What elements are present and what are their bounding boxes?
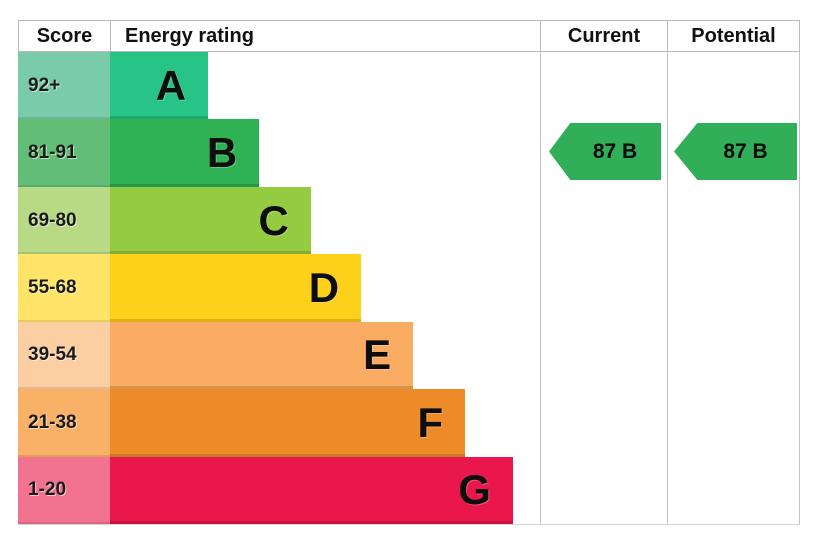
band-row-a: 92+ A — [18, 52, 540, 120]
rating-bar-a: A — [110, 52, 209, 120]
rating-bar-g: G — [110, 456, 513, 524]
header-score: Score — [18, 20, 110, 52]
potential-rating-arrow: 87 B — [674, 123, 797, 180]
band-row-b: 81-91 B — [18, 119, 540, 187]
bar-track-e: E — [110, 321, 540, 390]
rating-bar-d: D — [110, 254, 362, 322]
bar-track-b: B — [110, 119, 540, 187]
rating-letter-b: B — [206, 129, 238, 177]
rating-bar-f: F — [110, 389, 466, 457]
bar-track-g: G — [110, 456, 540, 524]
header-current: Current — [540, 20, 667, 52]
header-energy-rating-label: Energy rating — [125, 24, 254, 47]
epc-rating-chart: Score Energy rating Current Potential 92… — [18, 20, 800, 525]
header-potential-label: Potential — [691, 24, 776, 47]
score-range-a-label: 92+ — [28, 74, 61, 96]
header-energy-rating: Energy rating — [110, 20, 540, 52]
rating-letter-e: E — [363, 331, 392, 379]
score-range-e-label: 39-54 — [28, 344, 77, 366]
current-rating-value: 87 B — [592, 139, 638, 163]
score-range-f: 21-38 — [18, 389, 110, 457]
rating-letter-d: D — [308, 263, 340, 311]
score-range-e: 39-54 — [18, 321, 110, 390]
band-row-g: 1-20 G — [18, 456, 540, 524]
bar-track-d: D — [110, 254, 540, 322]
band-row-e: 39-54 E — [18, 321, 540, 390]
band-row-f: 21-38 F — [18, 389, 540, 457]
chart-header-row: Score Energy rating Current Potential — [18, 20, 800, 52]
score-range-g: 1-20 — [18, 456, 110, 524]
score-range-g-label: 1-20 — [28, 479, 67, 501]
current-column: 87 B — [540, 52, 667, 524]
chart-body: 92+ A 81-91 B — [18, 52, 800, 525]
score-range-b-label: 81-91 — [28, 142, 77, 164]
header-potential: Potential — [667, 20, 800, 52]
score-range-a: 92+ — [18, 52, 110, 120]
rating-letter-f: F — [417, 398, 444, 446]
rating-bar-b: B — [110, 119, 260, 187]
bands-column: 92+ A 81-91 B — [18, 52, 540, 524]
rating-letter-g: G — [458, 466, 491, 514]
score-range-d: 55-68 — [18, 254, 110, 322]
potential-rating-value: 87 B — [723, 139, 768, 163]
score-range-c-label: 69-80 — [28, 209, 77, 231]
header-score-label: Score — [36, 24, 93, 47]
rating-bar-e: E — [110, 321, 414, 390]
rating-letter-a: A — [155, 61, 187, 109]
current-rating-arrow: 87 B — [549, 123, 661, 180]
bar-track-a: A — [110, 52, 540, 120]
score-range-b: 81-91 — [18, 119, 110, 187]
score-range-f-label: 21-38 — [28, 411, 77, 433]
band-row-c: 69-80 C — [18, 186, 540, 255]
bar-track-c: C — [110, 186, 540, 255]
score-range-d-label: 55-68 — [28, 276, 77, 298]
score-range-c: 69-80 — [18, 186, 110, 255]
rating-bar-c: C — [110, 186, 311, 255]
potential-column: 87 B — [667, 52, 800, 524]
header-current-label: Current — [567, 24, 641, 47]
rating-letter-c: C — [258, 196, 289, 244]
bar-track-f: F — [110, 389, 540, 457]
band-row-d: 55-68 D — [18, 254, 540, 322]
